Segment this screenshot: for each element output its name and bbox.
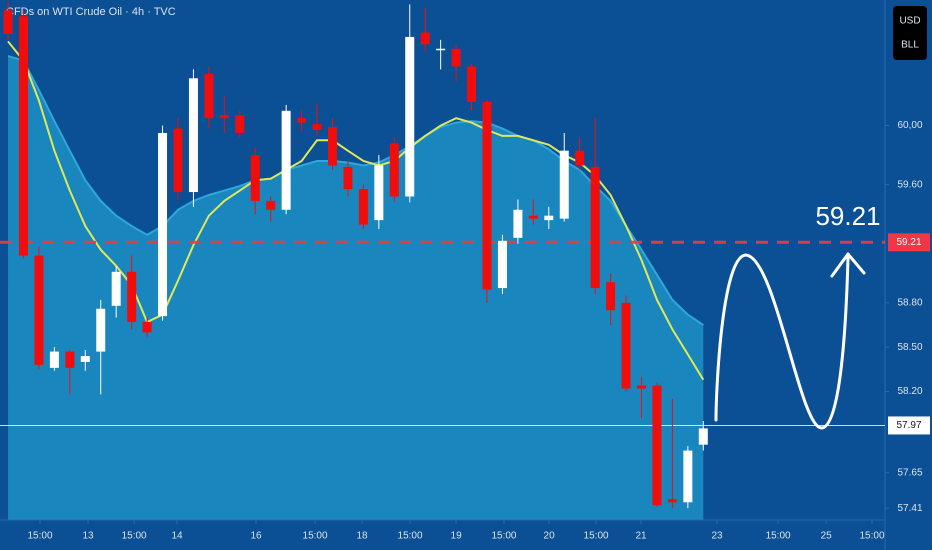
target-annotation: 59.21 bbox=[815, 201, 880, 231]
x-tick-label: 15:00 bbox=[766, 531, 791, 542]
candle-body bbox=[451, 48, 461, 67]
y-tick-label: 60,00 bbox=[897, 120, 922, 131]
x-tick-label: 18 bbox=[356, 531, 368, 542]
candle-body bbox=[158, 132, 168, 317]
candle-body bbox=[667, 499, 677, 503]
candle-body bbox=[266, 200, 276, 210]
x-tick-label: 23 bbox=[711, 531, 723, 542]
unit: BLL bbox=[901, 40, 919, 51]
x-tick-label: 15:00 bbox=[491, 531, 516, 542]
candle-body bbox=[575, 150, 585, 166]
candle-body bbox=[127, 271, 137, 323]
candle-body bbox=[173, 128, 183, 193]
y-tick-label: 57.41 bbox=[897, 503, 922, 514]
candle-body bbox=[482, 101, 492, 290]
candle-body bbox=[621, 302, 631, 389]
candle-body bbox=[18, 16, 28, 256]
candle-body bbox=[250, 155, 260, 201]
x-tick-label: 21 bbox=[635, 531, 647, 542]
candle-body bbox=[312, 124, 322, 130]
candle-body bbox=[3, 10, 13, 34]
projection-curve bbox=[714, 253, 850, 430]
x-tick-label: 15:00 bbox=[122, 531, 147, 542]
candle-body bbox=[80, 356, 90, 362]
candle-body bbox=[420, 32, 430, 45]
candle-body bbox=[497, 240, 507, 289]
candle-body bbox=[544, 215, 554, 221]
candle-body bbox=[528, 215, 538, 219]
candle-body bbox=[34, 255, 44, 365]
candle-body bbox=[652, 385, 662, 506]
price-label: 57.97 bbox=[896, 420, 921, 431]
candle-body bbox=[281, 110, 291, 210]
projection-arrow bbox=[830, 252, 866, 278]
candle-body bbox=[358, 189, 368, 225]
plot-area bbox=[7, 40, 705, 520]
candle-body bbox=[389, 143, 399, 197]
price-label-box bbox=[888, 233, 930, 252]
x-tick-label: 13 bbox=[83, 531, 95, 542]
candle-body bbox=[111, 271, 121, 306]
chart-title: CFDs on WTI Crude Oil · 4h · TVC bbox=[6, 6, 176, 18]
candle-body bbox=[204, 73, 214, 119]
candle-body bbox=[606, 282, 616, 311]
x-tick-label: 15:00 bbox=[860, 531, 885, 542]
candle-body bbox=[96, 308, 106, 352]
y-tick-label: 59.60 bbox=[897, 179, 922, 190]
candle-body bbox=[327, 127, 337, 166]
price-label-box bbox=[888, 416, 930, 435]
candle-body bbox=[590, 166, 600, 289]
currency: USD bbox=[899, 16, 920, 27]
x-tick-label: 15:00 bbox=[584, 531, 609, 542]
y-tick-label: 57.65 bbox=[897, 467, 922, 478]
x-tick-label: 25 bbox=[821, 531, 833, 542]
candle-body bbox=[142, 322, 152, 333]
candle-body bbox=[297, 118, 307, 123]
candle-body bbox=[559, 150, 569, 219]
x-tick-label: 14 bbox=[171, 531, 183, 542]
candle-body bbox=[65, 351, 75, 368]
currency-box bbox=[893, 6, 927, 60]
indicator-area bbox=[8, 56, 704, 520]
y-tick-label: 58.20 bbox=[897, 386, 922, 397]
y-tick-label: 58.50 bbox=[897, 342, 922, 353]
candle-body bbox=[698, 428, 708, 445]
candle-body bbox=[219, 115, 229, 119]
indicator-area-edge bbox=[7, 55, 704, 326]
candle-body bbox=[188, 78, 198, 193]
candle-body bbox=[235, 115, 245, 133]
candle-body bbox=[513, 209, 523, 238]
x-tick-label: 19 bbox=[451, 531, 463, 542]
x-tick-label: 16 bbox=[250, 531, 262, 542]
x-tick-label: 15:00 bbox=[28, 531, 53, 542]
candle-body bbox=[405, 36, 415, 197]
price-label: 59.21 bbox=[896, 237, 921, 248]
candle-body bbox=[683, 450, 693, 503]
y-tick-label: 58.80 bbox=[897, 297, 922, 308]
moving-average-line bbox=[7, 40, 705, 381]
x-tick-label: 15:00 bbox=[398, 531, 423, 542]
x-tick-label: 20 bbox=[544, 531, 556, 542]
candle-body bbox=[436, 48, 446, 51]
candle-body bbox=[467, 66, 477, 102]
candle-body bbox=[374, 165, 384, 221]
x-tick-label: 15:00 bbox=[303, 531, 328, 542]
candle-body bbox=[637, 385, 647, 389]
candle-body bbox=[49, 351, 59, 368]
candle-body bbox=[343, 166, 353, 190]
